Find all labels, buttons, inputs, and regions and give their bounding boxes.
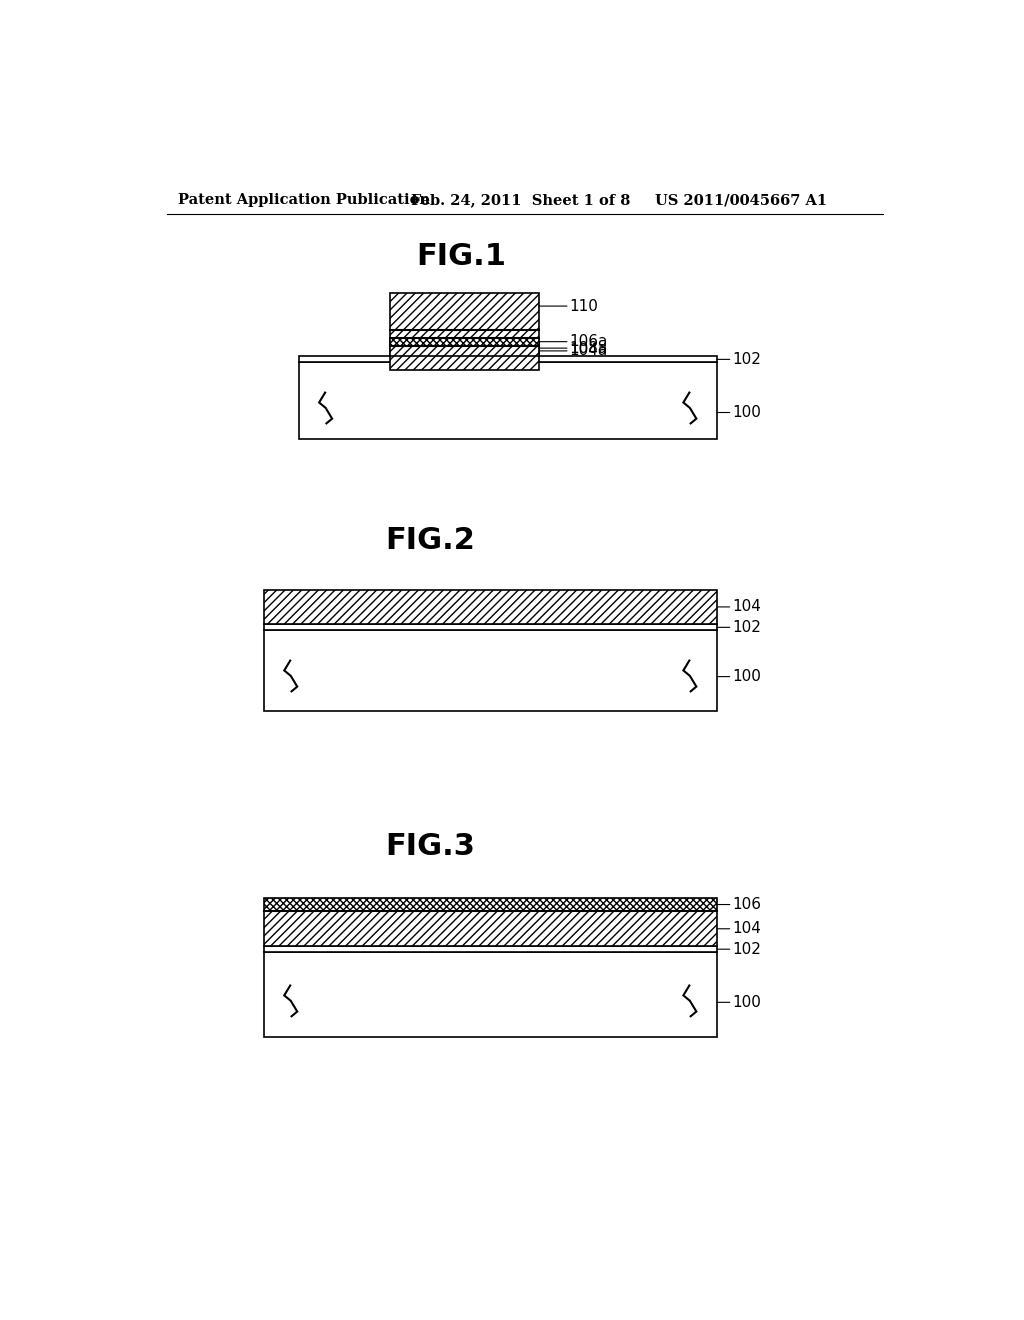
Bar bbox=[263, 631, 717, 711]
Text: 102: 102 bbox=[717, 941, 762, 957]
Text: Patent Application Publication: Patent Application Publication bbox=[178, 193, 430, 207]
Text: Feb. 24, 2011  Sheet 1 of 8: Feb. 24, 2011 Sheet 1 of 8 bbox=[411, 193, 630, 207]
Text: US 2011/0045667 A1: US 2011/0045667 A1 bbox=[655, 193, 827, 207]
Bar bbox=[299, 363, 717, 440]
Bar bbox=[263, 624, 717, 631]
Text: FIG.1: FIG.1 bbox=[416, 242, 506, 271]
Text: 100: 100 bbox=[717, 405, 762, 420]
Text: 108a: 108a bbox=[539, 341, 608, 355]
Text: 100: 100 bbox=[717, 995, 762, 1010]
Bar bbox=[390, 293, 539, 330]
Text: 106: 106 bbox=[717, 898, 762, 912]
Bar bbox=[390, 338, 539, 346]
Bar bbox=[263, 911, 717, 946]
Text: 104a: 104a bbox=[539, 343, 608, 359]
Text: 104: 104 bbox=[717, 921, 762, 936]
Bar bbox=[263, 946, 717, 952]
Bar bbox=[299, 356, 717, 363]
Text: 104: 104 bbox=[717, 599, 762, 614]
Text: 106a: 106a bbox=[539, 334, 608, 350]
Text: FIG.2: FIG.2 bbox=[385, 527, 475, 556]
Text: FIG.3: FIG.3 bbox=[385, 832, 475, 861]
Bar bbox=[263, 590, 717, 624]
Text: 110: 110 bbox=[539, 298, 599, 314]
Text: 102: 102 bbox=[717, 620, 762, 635]
Text: 102: 102 bbox=[717, 352, 762, 367]
Text: 100: 100 bbox=[717, 669, 762, 684]
Bar bbox=[263, 898, 717, 911]
Bar bbox=[390, 330, 539, 370]
Bar bbox=[390, 346, 539, 356]
Bar bbox=[263, 952, 717, 1038]
